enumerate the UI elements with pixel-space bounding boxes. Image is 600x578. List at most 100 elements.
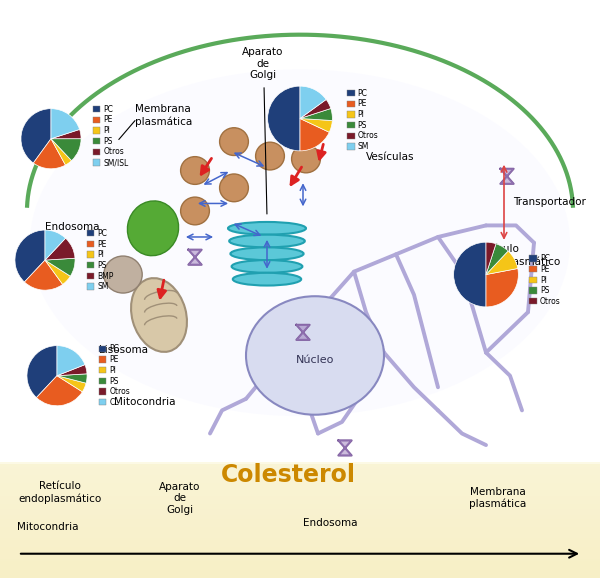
Wedge shape bbox=[51, 129, 81, 139]
Bar bbox=[0, 464, 600, 465]
Bar bbox=[0, 507, 600, 509]
Text: Aparato
de
Golgi: Aparato de Golgi bbox=[160, 481, 200, 515]
Wedge shape bbox=[57, 346, 85, 376]
Wedge shape bbox=[45, 258, 75, 276]
Bar bbox=[0, 487, 600, 488]
Bar bbox=[0, 473, 600, 475]
Circle shape bbox=[256, 142, 284, 170]
Bar bbox=[0, 490, 600, 492]
Wedge shape bbox=[486, 244, 508, 275]
Circle shape bbox=[220, 174, 248, 202]
Bar bbox=[0, 492, 600, 494]
Bar bbox=[0, 563, 600, 565]
Wedge shape bbox=[45, 260, 70, 284]
Wedge shape bbox=[300, 118, 332, 132]
Wedge shape bbox=[37, 376, 82, 406]
Text: Transportador: Transportador bbox=[513, 197, 586, 208]
Legend: PC, PE, PI, PS, Otros, SM/ISL: PC, PE, PI, PS, Otros, SM/ISL bbox=[92, 105, 128, 167]
Circle shape bbox=[292, 145, 320, 173]
Text: Vesículas: Vesículas bbox=[366, 152, 415, 162]
Wedge shape bbox=[486, 242, 496, 275]
Bar bbox=[0, 570, 600, 572]
Bar bbox=[0, 527, 600, 528]
Ellipse shape bbox=[131, 278, 187, 352]
Wedge shape bbox=[34, 139, 65, 169]
Bar bbox=[0, 483, 600, 484]
Bar bbox=[0, 498, 600, 500]
Ellipse shape bbox=[30, 69, 570, 416]
Wedge shape bbox=[57, 365, 87, 376]
Bar bbox=[0, 500, 600, 502]
Wedge shape bbox=[300, 118, 329, 151]
Bar bbox=[0, 509, 600, 511]
Wedge shape bbox=[268, 86, 300, 151]
Bar bbox=[0, 465, 600, 468]
Bar bbox=[0, 469, 600, 471]
Bar bbox=[0, 561, 600, 563]
Bar bbox=[0, 503, 600, 506]
Bar bbox=[0, 515, 600, 517]
Bar bbox=[0, 553, 600, 555]
Bar bbox=[0, 502, 600, 503]
Bar bbox=[0, 475, 600, 477]
Text: Mitocondria: Mitocondria bbox=[17, 522, 79, 532]
Bar bbox=[0, 484, 600, 487]
Bar bbox=[0, 546, 600, 547]
Ellipse shape bbox=[229, 235, 305, 247]
Bar bbox=[0, 544, 600, 546]
Circle shape bbox=[181, 197, 209, 225]
Bar bbox=[0, 479, 600, 481]
Bar bbox=[0, 513, 600, 515]
Bar bbox=[0, 517, 600, 519]
Bar bbox=[0, 477, 600, 479]
Circle shape bbox=[181, 157, 209, 184]
Wedge shape bbox=[51, 109, 80, 139]
Bar bbox=[0, 528, 600, 531]
Text: Retículo
endoplasmático: Retículo endoplasmático bbox=[477, 244, 560, 266]
Polygon shape bbox=[188, 250, 202, 265]
Bar bbox=[0, 547, 600, 549]
Wedge shape bbox=[300, 99, 331, 118]
Bar bbox=[0, 576, 600, 578]
Wedge shape bbox=[25, 260, 62, 290]
Bar bbox=[0, 565, 600, 566]
Bar bbox=[0, 523, 600, 525]
Wedge shape bbox=[51, 139, 71, 165]
Text: Retículo
endoplasmático: Retículo endoplasmático bbox=[19, 481, 101, 503]
Bar bbox=[0, 559, 600, 561]
Bar bbox=[0, 512, 600, 513]
Circle shape bbox=[220, 128, 248, 155]
Bar bbox=[0, 481, 600, 483]
Ellipse shape bbox=[230, 247, 304, 260]
Text: Membrana
plasmática: Membrana plasmática bbox=[135, 105, 192, 127]
Wedge shape bbox=[300, 109, 332, 121]
Ellipse shape bbox=[232, 260, 302, 273]
Wedge shape bbox=[21, 109, 51, 163]
Bar bbox=[0, 531, 600, 532]
Bar bbox=[0, 462, 600, 578]
Bar bbox=[0, 494, 600, 496]
Wedge shape bbox=[300, 86, 326, 118]
Bar bbox=[0, 572, 600, 574]
Legend: PC, PE, PI, PS, Otros, SM: PC, PE, PI, PS, Otros, SM bbox=[347, 89, 379, 151]
Wedge shape bbox=[57, 376, 86, 392]
Bar bbox=[0, 566, 600, 569]
Bar bbox=[0, 488, 600, 490]
Bar bbox=[0, 532, 600, 534]
Bar bbox=[0, 574, 600, 576]
Circle shape bbox=[104, 256, 142, 293]
Bar bbox=[0, 496, 600, 498]
Legend: PC, PE, PI, PS, Otros: PC, PE, PI, PS, Otros bbox=[529, 254, 561, 306]
Bar bbox=[0, 569, 600, 570]
Polygon shape bbox=[500, 169, 514, 184]
Text: Mitocondria: Mitocondria bbox=[114, 397, 176, 407]
Wedge shape bbox=[454, 242, 486, 307]
Bar bbox=[0, 506, 600, 507]
Ellipse shape bbox=[233, 273, 301, 286]
Bar bbox=[0, 557, 600, 559]
Bar bbox=[0, 519, 600, 521]
Text: Núcleo: Núcleo bbox=[296, 354, 334, 365]
Text: Endosoma: Endosoma bbox=[45, 221, 100, 232]
Text: Aparato
de
Golgi: Aparato de Golgi bbox=[242, 47, 283, 80]
Bar bbox=[0, 525, 600, 527]
